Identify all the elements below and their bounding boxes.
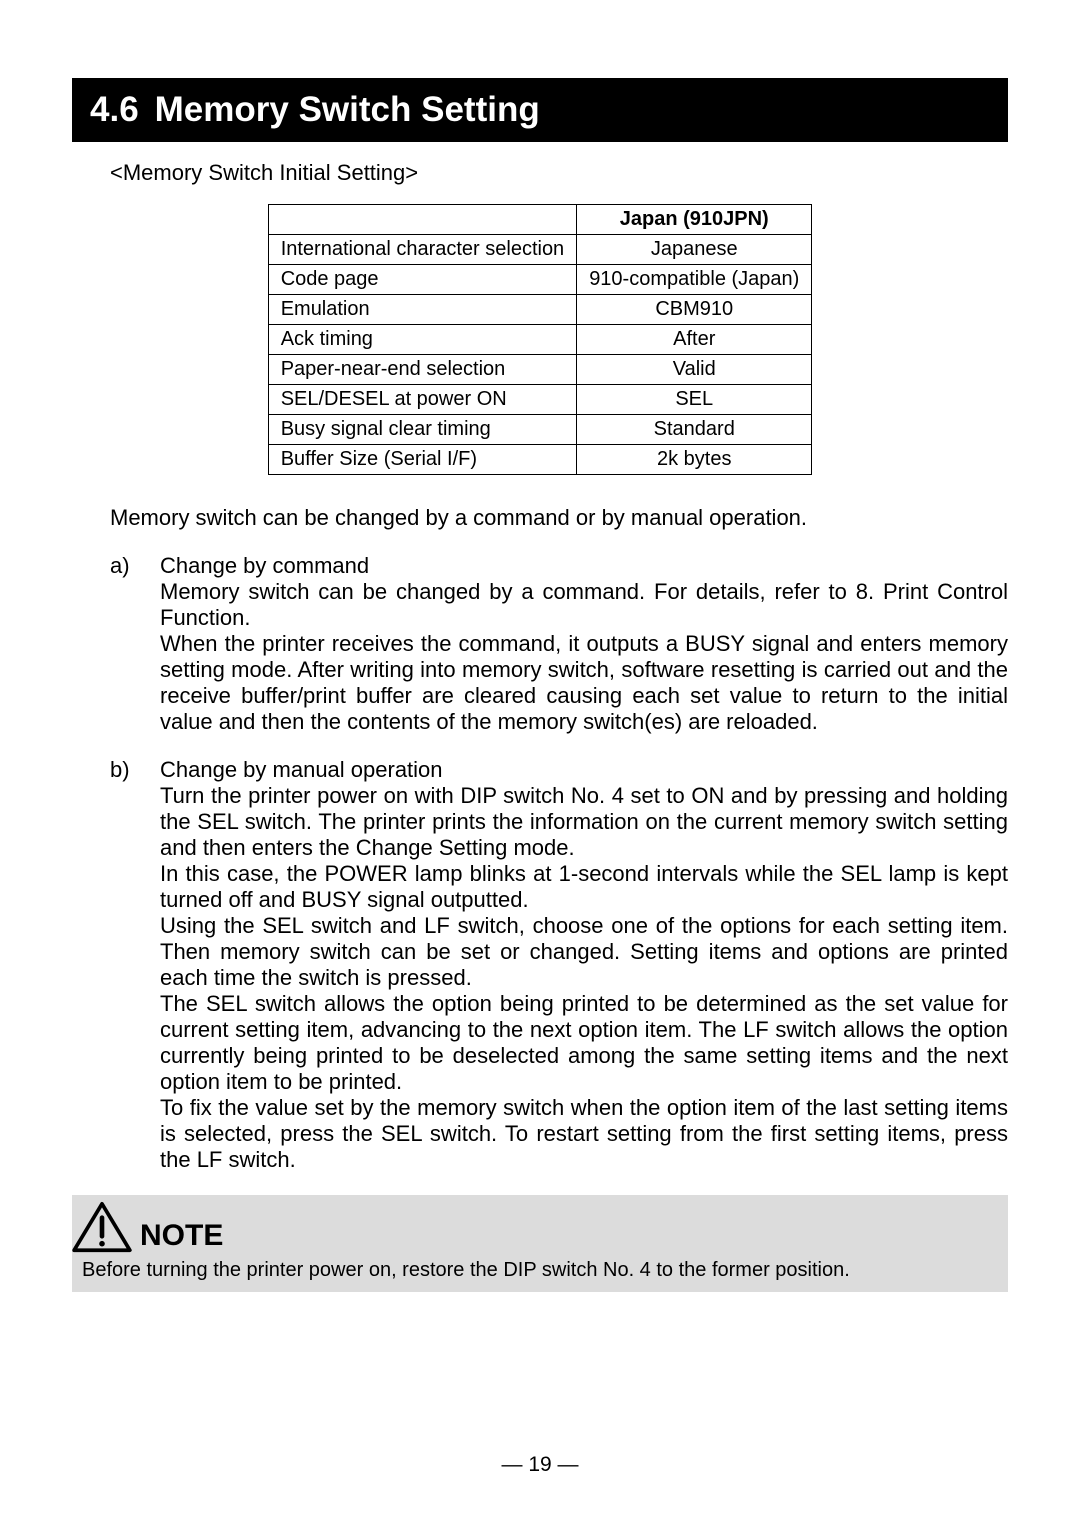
item-marker: a) [110, 553, 160, 735]
paragraph: In this case, the POWER lamp blinks at 1… [160, 861, 1008, 913]
paragraph: When the printer receives the command, i… [160, 631, 1008, 735]
table-cell-value: 910-compatible (Japan) [577, 265, 812, 295]
note-box: NOTE Before turning the printer power on… [72, 1195, 1008, 1292]
table-cell-label: International character selection [268, 235, 577, 265]
table-cell-value: SEL [577, 385, 812, 415]
paragraph: Turn the printer power on with DIP switc… [160, 783, 1008, 861]
table-cell-label: Busy signal clear timing [268, 415, 577, 445]
paragraph: To fix the value set by the memory switc… [160, 1095, 1008, 1173]
section-number: 4.6 [90, 90, 139, 130]
table-header: Japan (910JPN) [577, 205, 812, 235]
page: 4.6 Memory Switch Setting <Memory Switch… [0, 0, 1080, 1529]
item-body: Change by command Memory switch can be c… [160, 553, 1008, 735]
note-heading: NOTE [72, 1195, 998, 1253]
list-item-b: b) Change by manual operation Turn the p… [110, 757, 1008, 1173]
note-label: NOTE [140, 1219, 223, 1253]
paragraph: Using the SEL switch and LF switch, choo… [160, 913, 1008, 991]
settings-table-wrap: Japan (910JPN) International character s… [72, 204, 1008, 475]
section-title: Memory Switch Setting [155, 90, 540, 130]
subheading: <Memory Switch Initial Setting> [110, 160, 1008, 186]
item-marker: b) [110, 757, 160, 1173]
table-header-row: Japan (910JPN) [268, 205, 812, 235]
table-row: SEL/DESEL at power ONSEL [268, 385, 812, 415]
table-row: International character selectionJapanes… [268, 235, 812, 265]
table-cell-value: 2k bytes [577, 445, 812, 475]
table-cell-label: Ack timing [268, 325, 577, 355]
table-cell-label: Emulation [268, 295, 577, 325]
table-cell-label: SEL/DESEL at power ON [268, 385, 577, 415]
table-cell-label: Paper-near-end selection [268, 355, 577, 385]
table-cell-value: CBM910 [577, 295, 812, 325]
item-title: Change by manual operation [160, 757, 1008, 783]
table-row: Busy signal clear timingStandard [268, 415, 812, 445]
table-cell-label: Code page [268, 265, 577, 295]
section-heading: 4.6 Memory Switch Setting [72, 78, 1008, 142]
page-number: — 19 — [0, 1453, 1080, 1477]
table-cell-label: Buffer Size (Serial I/F) [268, 445, 577, 475]
settings-table: Japan (910JPN) International character s… [268, 204, 813, 475]
intro-text: Memory switch can be changed by a comman… [110, 505, 1008, 531]
table-row: Buffer Size (Serial I/F)2k bytes [268, 445, 812, 475]
table-cell-value: After [577, 325, 812, 355]
list-item-a: a) Change by command Memory switch can b… [110, 553, 1008, 735]
table-cell-value: Standard [577, 415, 812, 445]
paragraph: Memory switch can be changed by a comman… [160, 579, 1008, 631]
table-cell-value: Valid [577, 355, 812, 385]
table-row: EmulationCBM910 [268, 295, 812, 325]
table-row: Ack timingAfter [268, 325, 812, 355]
table-cell-value: Japanese [577, 235, 812, 265]
warning-icon [72, 1201, 132, 1253]
note-text: Before turning the printer power on, res… [82, 1259, 998, 1282]
table-row: Code page910-compatible (Japan) [268, 265, 812, 295]
item-body: Change by manual operation Turn the prin… [160, 757, 1008, 1173]
table-row: Paper-near-end selectionValid [268, 355, 812, 385]
paragraph: The SEL switch allows the option being p… [160, 991, 1008, 1095]
item-title: Change by command [160, 553, 1008, 579]
